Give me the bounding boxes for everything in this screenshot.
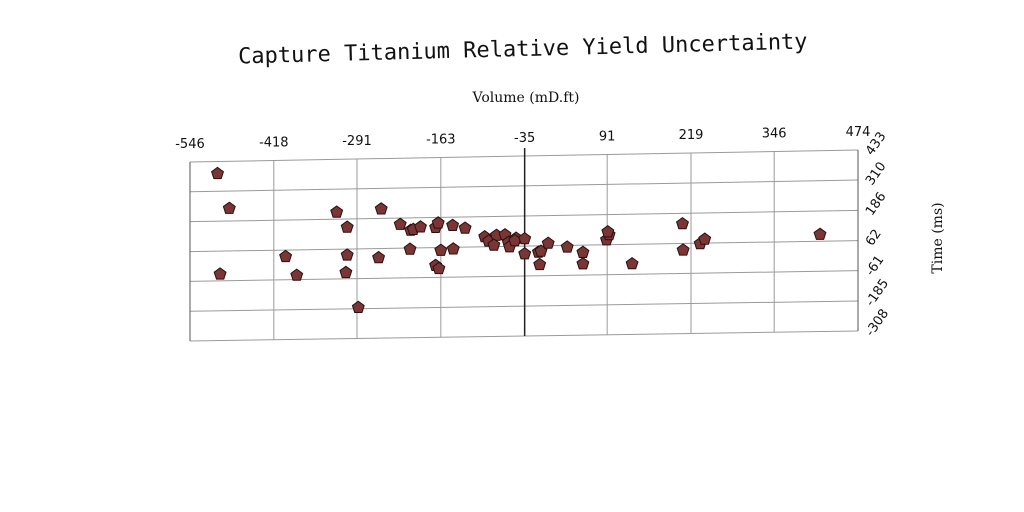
- x-tick-label: -163: [426, 132, 456, 147]
- data-point: [676, 216, 689, 230]
- data-point: [340, 248, 354, 261]
- data-points: [211, 166, 827, 313]
- y-tick-label: -185: [863, 276, 892, 309]
- data-point: [432, 261, 446, 275]
- data-point: [458, 221, 472, 234]
- x-axis-label: Volume (mD.ft): [472, 90, 580, 106]
- y-tick-label: -61: [863, 253, 887, 279]
- data-point: [541, 236, 555, 249]
- x-tick-label: -291: [342, 134, 372, 149]
- data-point: [222, 201, 236, 214]
- x-tick-label: 474: [846, 125, 871, 140]
- data-point: [393, 217, 407, 230]
- data-point: [487, 238, 501, 251]
- grid: [189, 147, 859, 342]
- data-point: [372, 250, 386, 264]
- data-point: [676, 243, 690, 256]
- y-axis-label: Time (ms): [930, 202, 946, 273]
- x-tick-label: 219: [679, 128, 704, 143]
- data-point: [211, 166, 224, 180]
- data-point: [813, 227, 827, 240]
- y-gridline: [189, 330, 859, 342]
- data-point: [518, 247, 532, 260]
- x-tick-label: -35: [514, 131, 535, 146]
- data-point: [340, 220, 354, 233]
- data-point: [374, 202, 388, 215]
- data-point: [290, 268, 304, 281]
- y-tick-label: 186: [863, 190, 890, 219]
- y-tick-label: 62: [863, 227, 885, 249]
- data-point: [431, 216, 445, 229]
- data-point: [576, 245, 590, 258]
- y-tick-label: -308: [863, 307, 892, 340]
- data-point: [351, 300, 365, 313]
- data-point: [518, 231, 532, 245]
- data-point: [446, 242, 460, 255]
- data-point: [560, 240, 574, 253]
- chart-title: Capture Titanium Relative Yield Uncertai…: [238, 30, 808, 70]
- data-point: [330, 205, 344, 218]
- data-point: [434, 243, 448, 256]
- data-point: [576, 257, 590, 270]
- data-point: [625, 256, 639, 270]
- x-tick-label: -546: [175, 137, 205, 152]
- data-point: [601, 224, 615, 238]
- data-point: [339, 265, 353, 279]
- data-point: [446, 218, 460, 231]
- data-point: [403, 242, 417, 255]
- y-tick-label: 310: [863, 159, 890, 188]
- data-point: [533, 257, 547, 271]
- x-tick-label: 346: [762, 127, 787, 142]
- data-point: [213, 267, 227, 280]
- data-point: [414, 220, 427, 233]
- data-point: [698, 232, 712, 245]
- x-tick-label: 91: [599, 130, 616, 145]
- data-point: [279, 249, 293, 263]
- x-tick-label: -418: [259, 135, 289, 150]
